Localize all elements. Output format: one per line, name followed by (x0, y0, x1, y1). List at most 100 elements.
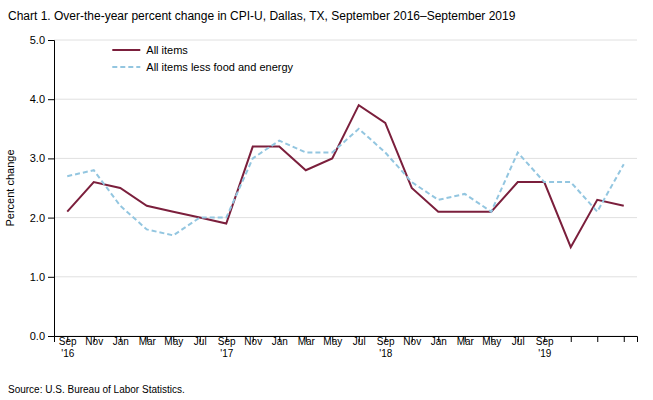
series-line (67, 129, 624, 236)
legend-item: All items less food and energy (112, 61, 293, 73)
legend-item: All items (112, 44, 188, 56)
x-tick: Jan (431, 336, 447, 347)
x-tick-label: Nov (85, 336, 103, 347)
x-tick-label: Mar (457, 336, 475, 347)
grid-line (54, 158, 637, 159)
x-tick-label-line: Jul (512, 336, 525, 347)
x-tick-label-line: Sep (59, 336, 77, 347)
x-tick: Jul (353, 336, 366, 347)
y-tick-mark (48, 158, 54, 159)
y-tick: 5.0 (30, 34, 54, 46)
x-tick-label: Nov (244, 336, 262, 347)
grid-line (54, 217, 637, 218)
plot-area (67, 105, 624, 247)
x-tick-label-line: May (323, 336, 342, 347)
x-tick: Jan (272, 336, 288, 347)
x-tick: Nov (403, 336, 421, 347)
legend-swatch (112, 49, 140, 51)
x-tick: Mar (139, 336, 157, 347)
grid-line (54, 276, 637, 277)
y-axis: 0.0 1.0 2.0 3.0 4.0 5.0 (30, 34, 55, 342)
x-tick (571, 336, 572, 342)
x-tick-label-line: May (482, 336, 501, 347)
grid (54, 40, 637, 336)
x-tick-label: Nov (403, 336, 421, 347)
x-tick-label: May (323, 336, 342, 347)
x-tick: Sep'18 (377, 336, 395, 359)
x-tick: May (482, 336, 501, 347)
x-tick: Nov (85, 336, 103, 347)
x-tick-label-line: Jan (272, 336, 288, 347)
x-tick-label-line: May (164, 336, 183, 347)
x-tick-label-line: Mar (298, 336, 316, 347)
x-tick-label: Sep'18 (377, 336, 395, 359)
x-tick-label: May (164, 336, 183, 347)
series-line (67, 105, 624, 247)
x-tick-label-line: '18 (379, 348, 392, 359)
x-tick-label: Jul (353, 336, 366, 347)
y-tick-mark (48, 218, 54, 219)
x-tick-mark (624, 336, 625, 342)
grid-line (54, 40, 637, 41)
x-tick: Jan (113, 336, 129, 347)
x-tick: Jul (512, 336, 525, 347)
y-tick-mark (48, 99, 54, 100)
x-tick: Jul (194, 336, 207, 347)
y-tick-label: 5.0 (30, 34, 45, 46)
x-tick-label: May (482, 336, 501, 347)
y-tick: 2.0 (30, 212, 54, 224)
x-tick: Nov (244, 336, 262, 347)
y-tick: 3.0 (30, 152, 54, 164)
x-tick-label-line: Jan (431, 336, 447, 347)
grid-line (54, 99, 637, 100)
y-tick-mark (48, 277, 54, 278)
y-tick: 4.0 (30, 93, 54, 105)
x-tick-mark (571, 336, 572, 342)
x-tick-mark (597, 336, 598, 342)
y-tick-mark (48, 336, 54, 337)
x-tick-label: Jan (272, 336, 288, 347)
y-tick: 0.0 (30, 330, 54, 342)
x-tick-label-line: Mar (457, 336, 475, 347)
x-tick-label: Mar (139, 336, 157, 347)
x-axis: Sep'16NovJanMarMayJulSep'17NovJanMarMayJ… (55, 336, 638, 359)
x-tick (624, 336, 625, 342)
x-tick-label-line: Sep (536, 336, 554, 347)
x-tick-label: Jan (431, 336, 447, 347)
x-tick: Mar (457, 336, 475, 347)
legend-label: All items less food and energy (146, 61, 293, 73)
x-tick: May (323, 336, 342, 347)
x-tick-label: Jan (113, 336, 129, 347)
x-tick-label-line: '19 (538, 348, 551, 359)
x-tick: May (164, 336, 183, 347)
y-axis-line (48, 41, 55, 337)
x-tick-label-line: Nov (85, 336, 103, 347)
legend-label: All items (146, 44, 188, 56)
legend-swatch (112, 66, 140, 68)
y-axis-title: Percent change (4, 149, 16, 226)
y-tick-label: 4.0 (30, 93, 45, 105)
x-tick (597, 336, 598, 342)
x-tick-label-line: Nov (403, 336, 421, 347)
chart: 0.01.02.03.04.05.0Sep'16NovJanMarMayJulS… (0, 0, 653, 400)
x-tick-label-line: Mar (139, 336, 157, 347)
y-tick-label: 0.0 (30, 330, 45, 342)
title: Chart 1. Over-the-year percent change in… (8, 9, 516, 23)
x-tick: Sep'17 (218, 336, 236, 359)
x-tick-label: Mar (298, 336, 316, 347)
x-tick: Sep'16 (59, 336, 77, 359)
y-tick-label: 1.0 (30, 271, 45, 283)
x-tick-label-line: Jul (353, 336, 366, 347)
x-tick-label-line: Jan (113, 336, 129, 347)
x-tick: Sep'19 (536, 336, 554, 359)
x-tick-label-line: Sep (218, 336, 236, 347)
x-tick-label-line: '16 (61, 348, 74, 359)
annotation: Source: U.S. Bureau of Labor Statistics. (8, 384, 185, 395)
x-tick-label-line: Sep (377, 336, 395, 347)
legend: All items All items less food and energy (112, 44, 293, 73)
x-tick-label: Sep'17 (218, 336, 236, 359)
x-tick: Mar (298, 336, 316, 347)
y-tick-mark (48, 40, 54, 41)
x-tick-label-line: Nov (244, 336, 262, 347)
x-tick-label: Sep'16 (59, 336, 77, 359)
